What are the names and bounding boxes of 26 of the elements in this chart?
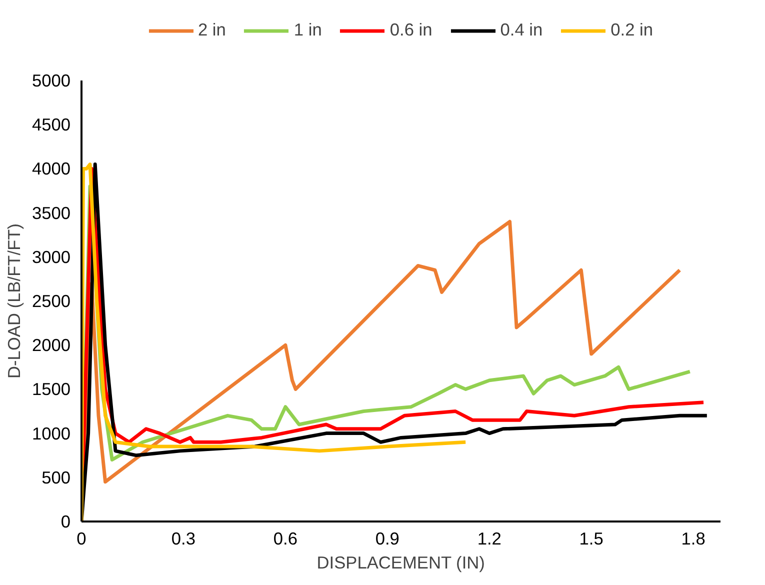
y-tick-label: 5000 xyxy=(32,70,71,90)
x-tick-label: 1.2 xyxy=(477,528,502,548)
legend-label: 2 in xyxy=(198,20,226,40)
legend-label: 0.6 in xyxy=(390,20,432,40)
y-axis-title: D-LOAD (LB/FT/FT) xyxy=(4,223,24,378)
x-tick-label: 0.3 xyxy=(171,528,196,548)
legend-label: 0.2 in xyxy=(610,20,654,40)
y-tick-label: 2000 xyxy=(32,335,71,356)
y-tick-label: 1500 xyxy=(32,379,71,400)
x-tick-label: 0.6 xyxy=(273,528,298,548)
y-tick-label: 3000 xyxy=(32,246,71,267)
y-tick-label: 0 xyxy=(60,512,71,532)
y-tick-label: 500 xyxy=(42,467,71,488)
x-tick-label: 0 xyxy=(76,528,86,548)
legend-label: 0.4 in xyxy=(500,20,543,40)
x-tick-label: 1.5 xyxy=(579,528,604,548)
x-axis-title: DISPLACEMENT (IN) xyxy=(316,552,485,572)
x-tick-label: 0.9 xyxy=(375,528,400,548)
y-tick-label: 3500 xyxy=(32,202,71,223)
y-tick-label: 4000 xyxy=(32,158,71,179)
y-tick-label: 4500 xyxy=(32,114,71,135)
legend-label: 1 in xyxy=(294,20,322,40)
y-tick-label: 2500 xyxy=(32,291,71,311)
line-series xyxy=(82,162,468,522)
x-tick-label: 1.8 xyxy=(681,528,706,548)
y-tick-label: 1000 xyxy=(32,423,71,444)
